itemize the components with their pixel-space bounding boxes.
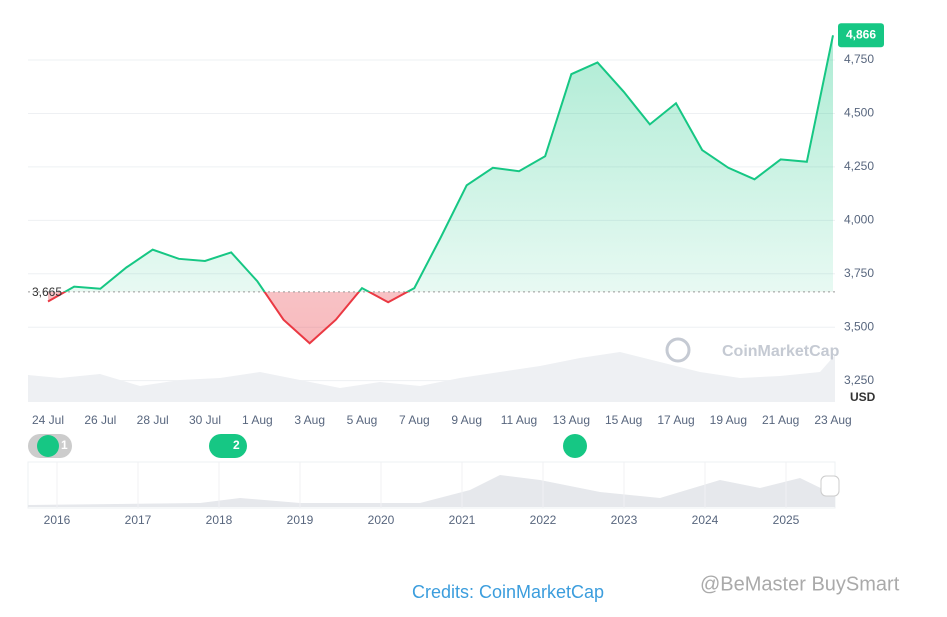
x-tick-label: 15 Aug: [605, 413, 642, 427]
annotation-label: 1: [61, 438, 68, 452]
x-tick-label: 13 Aug: [553, 413, 590, 427]
source-watermark: @BeMaster BuySmart: [700, 573, 900, 595]
x-tick-label: 21 Aug: [762, 413, 799, 427]
x-tick-label: 17 Aug: [657, 413, 694, 427]
x-tick-label: 30 Jul: [189, 413, 221, 427]
navigator-year: 2024: [692, 513, 719, 527]
y-tick-label: 3,750: [844, 266, 874, 280]
navigator-year: 2016: [44, 513, 71, 527]
annotations: 1 2: [28, 434, 587, 458]
x-tick-label: 23 Aug: [814, 413, 851, 427]
baseline-label: 3,665: [32, 285, 62, 299]
navigator-year: 2018: [206, 513, 233, 527]
navigator-year: 2020: [368, 513, 395, 527]
area-below: [48, 291, 408, 344]
navigator-year: 2021: [449, 513, 476, 527]
navigator-year: 2017: [125, 513, 152, 527]
navigator-year: 2022: [530, 513, 557, 527]
x-tick-label: 5 Aug: [347, 413, 378, 427]
annotation-marker[interactable]: [209, 434, 247, 458]
x-tick-label: 3 Aug: [294, 413, 325, 427]
watermark: CoinMarketCap: [722, 343, 840, 360]
credits: Credits: CoinMarketCap: [412, 582, 604, 602]
y-tick-label: 3,500: [844, 319, 874, 333]
y-tick-label: 4,250: [844, 159, 874, 173]
navigator-year: 2019: [287, 513, 314, 527]
x-tick-label: 28 Jul: [137, 413, 169, 427]
volume: [28, 352, 835, 402]
y-tick-label: 4,750: [844, 52, 874, 66]
y-tick-label: 4,000: [844, 213, 874, 227]
x-tick-label: 26 Jul: [84, 413, 116, 427]
x-tick-label: 24 Jul: [32, 413, 64, 427]
x-tick-label: 1 Aug: [242, 413, 273, 427]
unit-label: USD: [850, 390, 876, 404]
navigator-area: [28, 475, 835, 507]
navigator-handle[interactable]: [820, 475, 840, 497]
navigator-years: 2016 2017 2018 2019 2020 2021 2022 2023 2024 2025: [44, 462, 800, 527]
x-tick-label: 9 Aug: [451, 413, 482, 427]
watermark-logo: [665, 337, 691, 363]
x-tick-label: 11 Aug: [501, 413, 537, 427]
navigator-year: 2025: [773, 513, 800, 527]
x-tick-label: 19 Aug: [710, 413, 747, 427]
annotation-marker[interactable]: [37, 435, 59, 457]
annotation-marker[interactable]: [563, 434, 587, 458]
price-tag-label: 4,866: [846, 27, 876, 41]
y-tick-label: 4,500: [844, 106, 874, 120]
price-line-up: [62, 35, 834, 292]
plot: 3,250 3,500 3,750 4,000 4,250 4,500 4,750 24 Ju…: [28, 23, 884, 427]
price-tag: [838, 23, 884, 48]
annotation-label: 2: [233, 438, 240, 452]
navigator-year: 2023: [611, 513, 638, 527]
x-tick-label: 7 Aug: [399, 413, 430, 427]
y-tick-label: 3,250: [844, 373, 874, 387]
area-above: [48, 35, 833, 292]
